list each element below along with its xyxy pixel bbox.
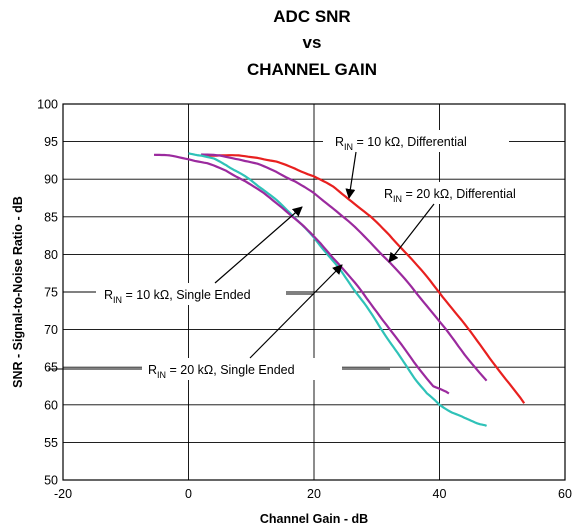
y-tick-label: 90 bbox=[44, 173, 58, 187]
callout-label: RIN = 10 kΩ, Single Ended bbox=[104, 288, 251, 305]
y-tick-label: 70 bbox=[44, 323, 58, 337]
x-tick-label: 20 bbox=[307, 487, 321, 501]
callout-label: RIN = 10 kΩ, Differential bbox=[335, 135, 467, 152]
callout-background bbox=[374, 182, 554, 204]
callout-background bbox=[323, 130, 509, 152]
callout-arrow bbox=[214, 206, 303, 284]
y-tick-label: 85 bbox=[44, 210, 58, 224]
x-tick-label: 0 bbox=[185, 487, 192, 501]
y-tick-label: 75 bbox=[44, 286, 58, 300]
y-tick-label: 65 bbox=[44, 361, 58, 375]
callout-background bbox=[142, 358, 342, 380]
x-tick-label: 40 bbox=[433, 487, 447, 501]
chart-title-line-1: ADC SNR bbox=[273, 7, 350, 26]
x-tick-label: 60 bbox=[558, 487, 572, 501]
callout-label: RIN = 20 kΩ, Single Ended bbox=[148, 363, 295, 380]
y-tick-label: 95 bbox=[44, 135, 58, 149]
series-line-4 bbox=[153, 153, 450, 395]
tick-labels: 50 55 60 65 70 75 80 85 90 95 100 -20 0 20 40 60 bbox=[37, 98, 572, 502]
chart-title-line-3: CHANNEL GAIN bbox=[247, 60, 377, 79]
plot-frame bbox=[62, 103, 566, 481]
callout-background bbox=[96, 283, 286, 305]
callout-arrow bbox=[249, 264, 343, 359]
x-axis-label: Channel Gain - dB bbox=[260, 512, 368, 526]
y-tick-label: 55 bbox=[44, 436, 58, 450]
y-tick-label: 60 bbox=[44, 398, 58, 412]
x-tick-label: -20 bbox=[54, 487, 72, 501]
chart-title-line-2: vs bbox=[303, 33, 322, 52]
callout-label: RIN = 20 kΩ, Differential bbox=[384, 187, 516, 204]
callouts: RIN = 10 kΩ, Differential RIN = 20 kΩ, Di… bbox=[48, 130, 554, 380]
callout-arrow bbox=[345, 151, 357, 199]
y-tick-label: 100 bbox=[37, 98, 58, 112]
callout-arrow bbox=[388, 203, 435, 263]
series-line-2 bbox=[201, 153, 488, 382]
y-axis-label: SNR - Signal-to-Noise Ratio - dB bbox=[11, 196, 25, 388]
series-line-1 bbox=[201, 154, 526, 404]
y-tick-label: 50 bbox=[44, 474, 58, 488]
y-tick-label: 80 bbox=[44, 248, 58, 262]
